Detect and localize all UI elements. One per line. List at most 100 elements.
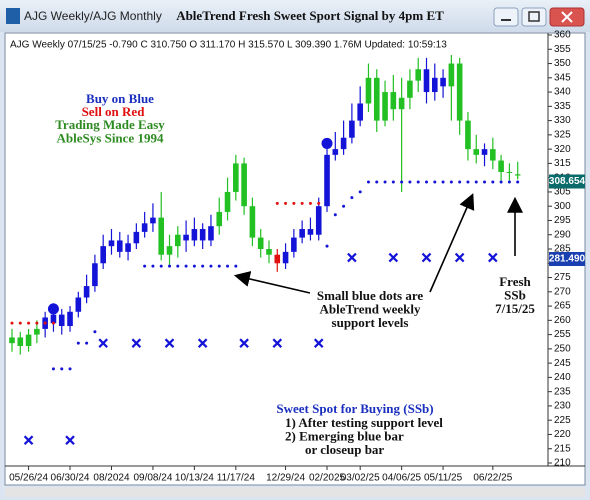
candle-body	[307, 229, 314, 235]
candle-body	[490, 149, 496, 161]
candle-body	[299, 229, 305, 238]
support-dot	[143, 264, 147, 268]
support-dot	[35, 321, 39, 325]
ssb-cross	[197, 338, 208, 348]
support-dot	[275, 201, 279, 205]
candle-body	[415, 69, 422, 81]
candle-body	[233, 163, 239, 192]
support-dot	[284, 201, 288, 205]
y-tick-label: 210	[554, 458, 571, 469]
candle-body	[390, 92, 397, 110]
candle-body	[448, 63, 455, 87]
price-label-box	[549, 174, 585, 189]
candle-body	[216, 211, 223, 227]
candle-body	[324, 154, 330, 207]
tab-label[interactable]: AJG Weekly/AJG Monthly	[24, 9, 162, 23]
annotation: Sweet Spot for Buying (SSb)	[276, 401, 433, 416]
minimize-button[interactable]	[493, 7, 519, 27]
candle-body	[9, 337, 15, 344]
x-tick-label: 06/22/25	[473, 473, 512, 484]
y-tick-label: 270	[554, 286, 571, 297]
ssb-cross	[164, 338, 175, 348]
annotation: AbleSys Since 1994	[57, 130, 164, 145]
x-tick-label: 04/06/25	[382, 473, 421, 484]
y-tick-label: 250	[554, 344, 571, 355]
maximize-button[interactable]	[521, 7, 547, 27]
annotation: or closeup bar	[305, 442, 384, 457]
support-dot	[51, 321, 55, 325]
annotation: 1) After testing support level	[285, 415, 443, 430]
support-dot	[325, 244, 329, 248]
candle-body	[266, 249, 272, 255]
maximize-icon	[528, 11, 540, 22]
candle-body	[340, 137, 347, 150]
ssb-cross	[313, 338, 324, 348]
y-tick-label: 225	[554, 415, 571, 426]
chart-header: AJG Weekly 07/15/25 -0.790 C 310.750 O 3…	[10, 40, 447, 51]
y-tick-label: 215	[554, 443, 571, 454]
app-icon	[6, 8, 20, 24]
support-dot	[300, 201, 304, 205]
candle-body	[465, 120, 471, 150]
title-bar	[0, 0, 590, 32]
y-tick-label: 345	[554, 72, 571, 83]
annotation: Small blue dots are	[317, 288, 424, 303]
support-dot	[176, 264, 180, 268]
support-dot	[184, 264, 188, 268]
candle-body	[315, 206, 322, 235]
candle-body	[108, 240, 115, 247]
arrows	[233, 193, 523, 294]
window-title: AbleTrend Fresh Sweet Sport Signal by 4p…	[176, 8, 444, 23]
support-dot	[51, 367, 55, 371]
candle-body	[506, 171, 513, 173]
signal-circle	[47, 303, 59, 315]
candle-body	[92, 263, 98, 287]
candle-body	[141, 223, 148, 232]
arrow	[233, 271, 311, 294]
candle-body	[407, 80, 413, 98]
annotation: support levels	[332, 315, 409, 330]
x-tick-label: 03/02/25	[341, 473, 380, 484]
candle-body	[67, 311, 73, 327]
candle-body	[241, 163, 247, 207]
support-dot	[159, 264, 163, 268]
candle-body	[183, 234, 189, 241]
support-dot	[391, 180, 395, 184]
support-dot	[483, 180, 487, 184]
x-tick-label: 10/13/24	[175, 473, 214, 484]
support-dot	[43, 321, 47, 325]
candle-body	[398, 97, 405, 110]
x-tick-label: 06/30/24	[51, 473, 90, 484]
y-tick-label: 305	[554, 187, 571, 198]
y-tick-label: 315	[554, 158, 571, 169]
support-dot	[408, 180, 412, 184]
x-tick-label: 09/08/24	[133, 473, 172, 484]
arrow	[429, 193, 475, 293]
support-dot	[217, 264, 221, 268]
price-label-box	[549, 252, 585, 267]
candle-body	[50, 314, 57, 324]
candle-body	[282, 251, 289, 264]
support-dot	[366, 180, 370, 184]
candle-body	[291, 237, 297, 252]
support-dot	[499, 180, 503, 184]
y-tick-label: 255	[554, 329, 571, 340]
ssb-cross	[347, 252, 357, 263]
candle-body	[75, 297, 82, 312]
ssb-cross	[131, 338, 142, 348]
support-dot	[308, 201, 312, 205]
support-dot	[151, 264, 155, 268]
support-dot	[491, 180, 495, 184]
scrollbar[interactable]	[5, 487, 585, 497]
annotation: Sell on Red	[82, 104, 146, 119]
support-dot	[27, 321, 31, 325]
y-tick-label: 295	[554, 215, 571, 226]
candle-body	[431, 77, 438, 93]
candle-body	[191, 229, 198, 241]
candle-body	[514, 174, 521, 176]
support-dot	[10, 321, 14, 325]
candle-body	[349, 120, 355, 138]
support-dot	[516, 180, 520, 184]
candle-body	[382, 92, 388, 121]
